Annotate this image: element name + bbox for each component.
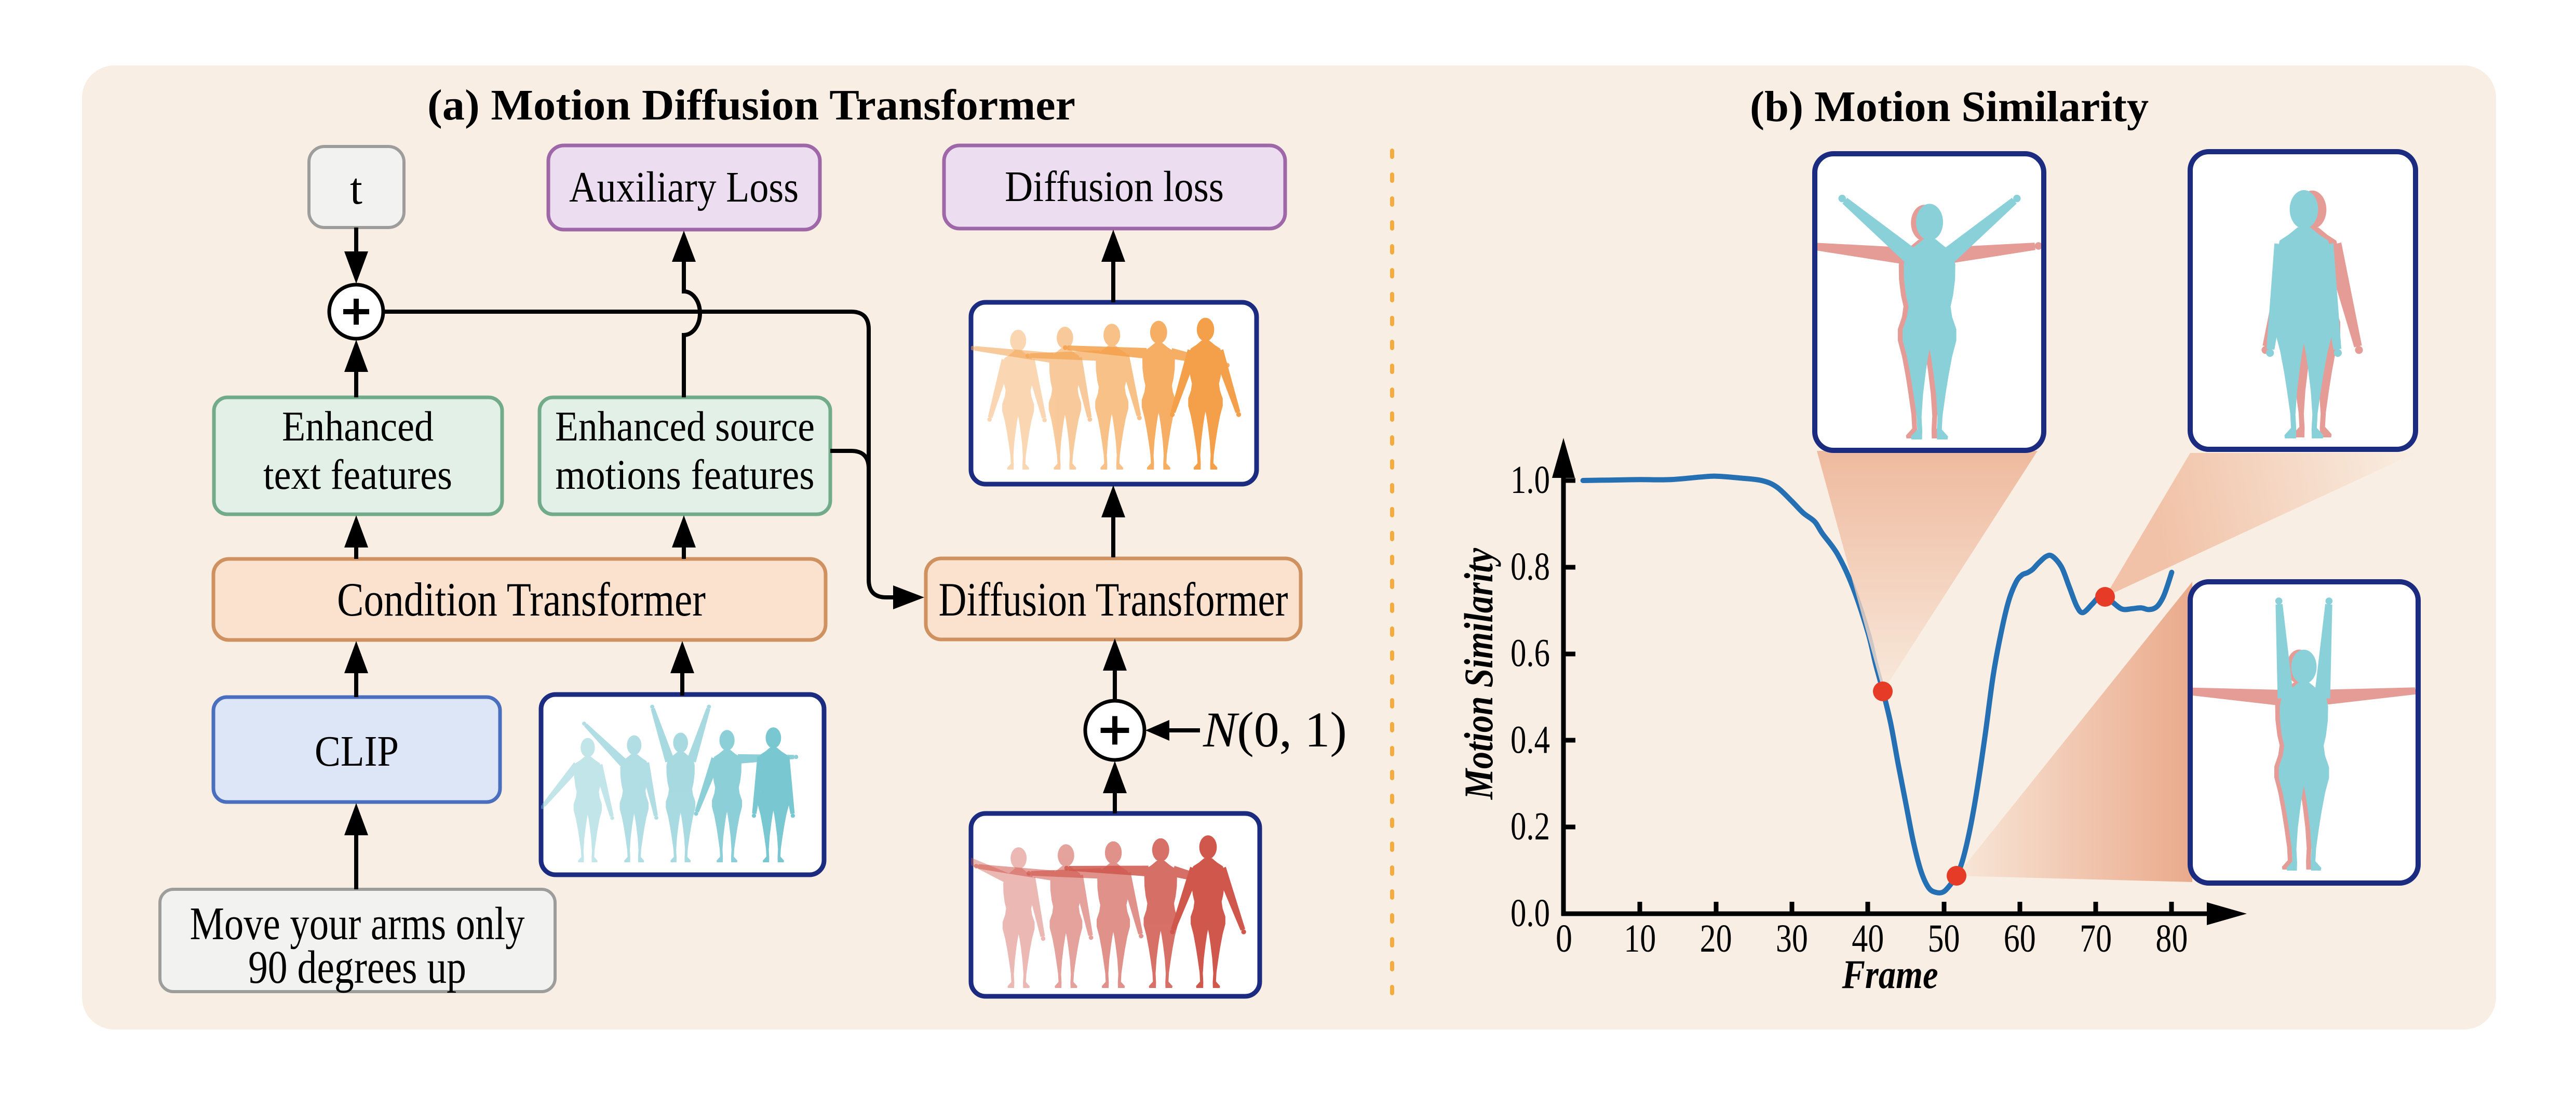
svg-text:80: 80	[2155, 917, 2188, 960]
svg-text:1.0: 1.0	[1510, 458, 1550, 502]
svg-text:70: 70	[2080, 917, 2112, 960]
svg-text:Frame: Frame	[1842, 952, 1938, 997]
svg-text:motions features: motions features	[556, 451, 815, 498]
svg-text:90 degrees up: 90 degrees up	[248, 942, 466, 993]
svg-text:text features: text features	[263, 451, 452, 498]
svg-text:0: 0	[1556, 917, 1572, 960]
svg-text:30: 30	[1776, 917, 1808, 960]
svg-text:0.0: 0.0	[1510, 891, 1550, 935]
svg-text:Condition Transformer: Condition Transformer	[337, 573, 706, 626]
svg-text:Enhanced source: Enhanced source	[555, 403, 815, 450]
svg-text:(b) Motion Similarity: (b) Motion Similarity	[1750, 83, 2149, 131]
svg-text:10: 10	[1624, 917, 1656, 960]
svg-text:40: 40	[1852, 917, 1884, 960]
svg-text:Move your arms only: Move your arms only	[190, 898, 525, 950]
svg-text:20: 20	[1700, 917, 1732, 960]
svg-text:Diffusion Transformer: Diffusion Transformer	[939, 573, 1288, 626]
svg-text:(a) Motion Diffusion Transform: (a) Motion Diffusion Transformer	[427, 81, 1075, 129]
svg-text:CLIP: CLIP	[315, 727, 399, 776]
svg-text:t: t	[350, 164, 362, 213]
svg-text:Enhanced: Enhanced	[282, 403, 434, 450]
svg-text:Diffusion loss: Diffusion loss	[1005, 163, 1224, 211]
svg-text:Auxiliary Loss: Auxiliary Loss	[569, 163, 799, 211]
svg-text:50: 50	[1928, 917, 1960, 960]
svg-text:0.4: 0.4	[1510, 718, 1550, 762]
svg-text:Motion Similarity: Motion Similarity	[1456, 548, 1501, 800]
svg-text:60: 60	[2004, 917, 2036, 960]
svg-text:N(0, 1): N(0, 1)	[1203, 702, 1347, 757]
svg-text:0.8: 0.8	[1510, 545, 1550, 589]
svg-text:0.6: 0.6	[1510, 632, 1550, 675]
svg-text:0.2: 0.2	[1510, 805, 1550, 848]
